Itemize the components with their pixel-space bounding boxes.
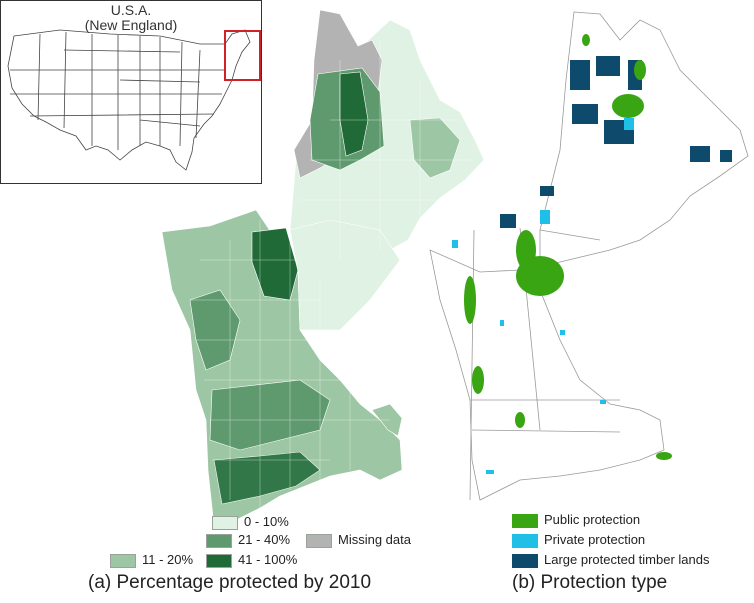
- usa-border: [7, 29, 251, 171]
- legend-a-label-2: Missing data: [338, 532, 411, 547]
- timber-lands: [500, 56, 732, 228]
- legend-a-swatch-3: [110, 554, 136, 568]
- maine-dark-block: [309, 67, 385, 171]
- maine-region-north: [289, 9, 485, 273]
- new-england-highlight-box: [224, 30, 261, 81]
- vermont-nh-region: [161, 209, 403, 527]
- usa-inset-map: U.S.A. (New England): [0, 0, 262, 184]
- legend-a-swatch-1: [206, 534, 232, 548]
- legend-b-label-2: Large protected timber lands: [544, 552, 710, 567]
- public-protection: [464, 34, 672, 460]
- legend-a-label-1: 21 - 40%: [238, 532, 291, 547]
- inset-title-line2: (New England): [84, 17, 178, 33]
- state-lines: [10, 31, 226, 150]
- legend-a-label-0: 0 - 10%: [244, 514, 289, 529]
- panel-b-state-lines: [469, 227, 621, 501]
- mass-dark-band: [209, 379, 331, 451]
- private-protection: [452, 118, 634, 474]
- maine-dark-core: [339, 71, 369, 157]
- legend-b-swatch-2: [512, 554, 538, 568]
- inset-title-line1: U.S.A.: [110, 2, 152, 18]
- maine-missing-data: [293, 9, 383, 179]
- ct-ri-dark: [213, 451, 321, 505]
- nh-light-area: [289, 219, 401, 331]
- legend-a-label-4: 41 - 100%: [238, 552, 298, 567]
- nh-dark-patch: [251, 227, 299, 301]
- panel-b-caption: (b) Protection type: [512, 572, 668, 593]
- panel-b-outline: [429, 11, 749, 501]
- legend-a-swatch-0: [212, 516, 238, 530]
- legend-a-label-3: 11 - 20%: [142, 552, 194, 567]
- legend-b-swatch-1: [512, 534, 538, 548]
- usa-outline: [7, 29, 261, 171]
- legend-b-swatch-0: [512, 514, 538, 528]
- legend-a-swatch-2: [306, 534, 332, 548]
- vermont-dark-patch: [189, 289, 241, 371]
- cape-cod: [371, 403, 403, 437]
- maine-midtone-east: [409, 117, 461, 179]
- panel-a-caption: (a) Percentage protected by 2010: [88, 572, 372, 593]
- legend-b-label-1: Private protection: [544, 532, 646, 547]
- legend-a-swatch-4: [206, 554, 232, 568]
- legend-b-label-0: Public protection: [544, 512, 641, 527]
